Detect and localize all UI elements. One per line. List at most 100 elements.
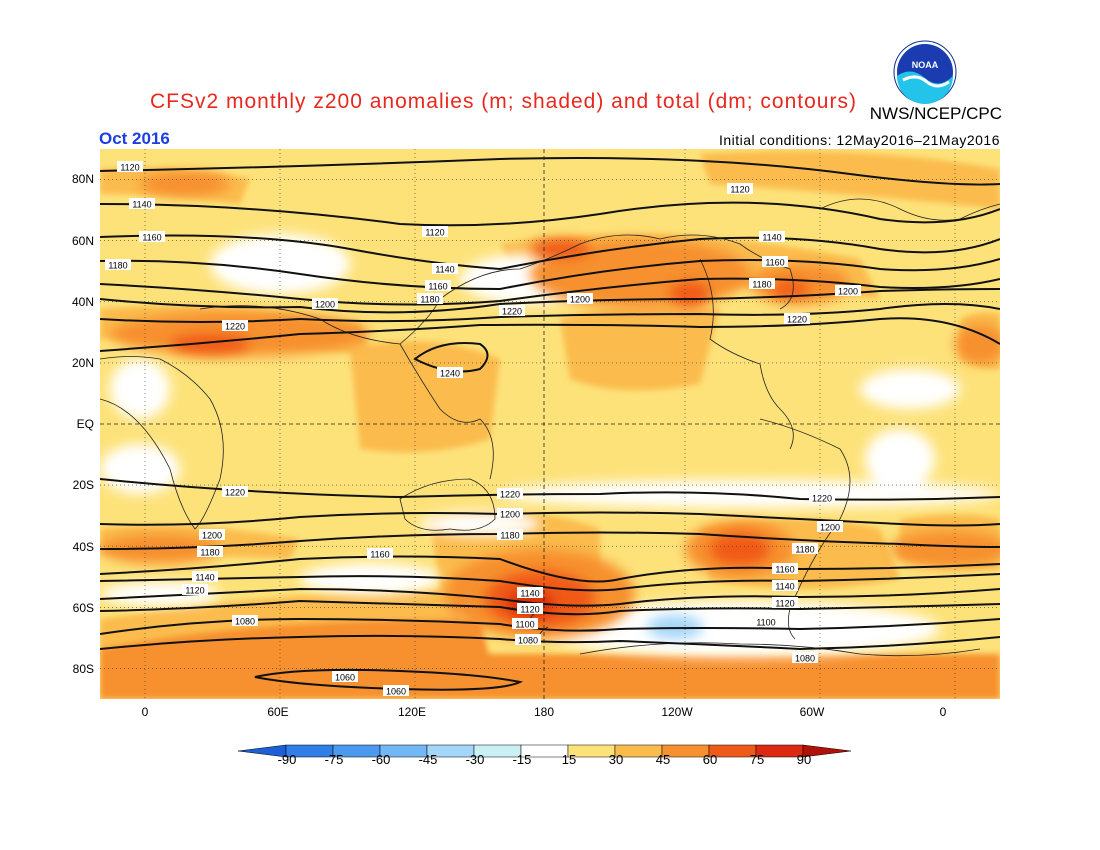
contour-label: 1100 — [753, 616, 779, 628]
colorbar — [238, 744, 852, 758]
contour-label: 1080 — [515, 634, 541, 646]
anomaly-map: 1120 1140 1160 1180 1120 1140 1160 1180 1200 1220… — [100, 149, 1000, 699]
contour-label: 1220 — [222, 486, 248, 498]
contour-labels: 1120 1140 1160 1180 1120 1140 1160 1180 1200 1220… — [105, 161, 861, 697]
svg-text:1100: 1100 — [515, 620, 534, 630]
contour-label: 1160 — [425, 280, 451, 292]
svg-text:1080: 1080 — [795, 654, 815, 664]
agency-label: NWS/NCEP/CPC — [869, 104, 1002, 123]
contour-label: 1060 — [383, 685, 409, 697]
contour-label: 1140 — [192, 571, 218, 583]
lat-label: 60N — [71, 234, 94, 248]
svg-text:1220: 1220 — [225, 488, 245, 498]
svg-text:1200: 1200 — [202, 531, 222, 541]
contour-label: 1200 — [497, 508, 523, 520]
svg-text:1120: 1120 — [730, 185, 749, 195]
svg-text:1060: 1060 — [335, 673, 355, 683]
contour-label: 1120 — [422, 226, 448, 238]
svg-text:1180: 1180 — [500, 531, 519, 541]
lon-label: 120W — [661, 705, 693, 719]
colorbar-label: -75 — [324, 752, 344, 767]
colorbar-high-arrow — [802, 744, 852, 758]
svg-text:1140: 1140 — [195, 573, 214, 583]
contour-label: 1180 — [749, 278, 775, 290]
svg-text:1120: 1120 — [120, 163, 139, 173]
contour-label: 1180 — [497, 529, 523, 541]
contour-label: 1200 — [312, 298, 338, 310]
contour-label: 1220 — [809, 492, 835, 504]
svg-text:1220: 1220 — [225, 322, 245, 332]
noaa-logo-icon: NOAA — [893, 40, 957, 104]
contour-label: 1220 — [222, 320, 248, 332]
svg-text:1060: 1060 — [386, 687, 406, 697]
svg-text:1120: 1120 — [425, 228, 444, 238]
chart-title: CFSv2 monthly z200 anomalies (m; shaded)… — [150, 90, 857, 113]
lat-label: 80S — [72, 662, 94, 676]
svg-text:1220: 1220 — [787, 315, 807, 325]
colorbar-label: -30 — [465, 752, 485, 767]
svg-text:1140: 1140 — [762, 233, 781, 243]
contour-label: 1200 — [567, 293, 593, 305]
lon-label: 60E — [267, 705, 289, 719]
contour-label: 1160 — [762, 256, 788, 268]
forecast-month: Oct 2016 — [99, 129, 170, 148]
lat-label: EQ — [76, 417, 94, 431]
contour-label: 1220 — [784, 313, 810, 325]
svg-text:1220: 1220 — [500, 490, 520, 500]
contour-label: 1060 — [332, 671, 358, 683]
svg-text:1160: 1160 — [765, 258, 784, 268]
contour-label: 1160 — [367, 548, 393, 560]
contour-label: 1120 — [117, 161, 143, 173]
contour-label: 1140 — [759, 231, 785, 243]
contour-label: 1120 — [517, 603, 543, 615]
svg-text:1220: 1220 — [502, 307, 522, 317]
contour-label: 1100 — [512, 618, 538, 630]
contour-label: 1180 — [792, 543, 818, 555]
contour-label: 1200 — [817, 521, 843, 533]
contour-label: 1140 — [432, 263, 458, 275]
colorbar-label: 30 — [608, 752, 624, 767]
lat-label: 40N — [71, 295, 94, 309]
svg-text:1140: 1140 — [775, 582, 794, 592]
svg-text:1200: 1200 — [570, 295, 590, 305]
lat-label: 20S — [72, 478, 94, 492]
height-contours — [100, 157, 1000, 691]
colorbar-label: -90 — [277, 752, 297, 767]
contour-label: 1160 — [139, 231, 165, 243]
svg-text:1200: 1200 — [838, 287, 858, 297]
svg-text:1100: 1100 — [756, 618, 775, 628]
equator-dateline — [100, 149, 1000, 699]
colorbar-label: 15 — [561, 752, 577, 767]
svg-text:1200: 1200 — [315, 300, 335, 310]
svg-text:1160: 1160 — [142, 233, 161, 243]
contour-label: 1080 — [792, 652, 818, 664]
lat-label: 20N — [71, 356, 94, 370]
lon-label: 0 — [141, 705, 149, 719]
colorbar-label: -60 — [371, 752, 391, 767]
lon-label: 0 — [939, 705, 947, 719]
svg-text:1120: 1120 — [185, 586, 204, 596]
svg-text:1160: 1160 — [428, 282, 447, 292]
svg-text:1120: 1120 — [520, 605, 539, 615]
svg-text:1140: 1140 — [520, 589, 539, 599]
contour-label: 1120 — [727, 183, 753, 195]
contour-label: 1120 — [772, 597, 798, 609]
svg-text:1180: 1180 — [795, 545, 814, 555]
contour-label: 1180 — [197, 546, 223, 558]
colorbar-label: -15 — [512, 752, 532, 767]
colorbar-label: 45 — [655, 752, 671, 767]
svg-text:1180: 1180 — [108, 261, 127, 271]
contour-label: 1140 — [772, 580, 798, 592]
svg-text:1200: 1200 — [500, 510, 520, 520]
contour-label: 1120 — [182, 584, 208, 596]
svg-text:1180: 1180 — [420, 295, 439, 305]
colorbar-label: 90 — [796, 752, 812, 767]
svg-text:1120: 1120 — [775, 599, 794, 609]
lat-label: 40S — [72, 540, 94, 554]
contour-label: 1200 — [835, 285, 861, 297]
svg-text:1240: 1240 — [440, 369, 460, 379]
lon-label: 60W — [799, 705, 825, 719]
contour-label: 1180 — [105, 259, 131, 271]
contour-label: 1180 — [417, 293, 443, 305]
svg-text:1140: 1140 — [132, 200, 151, 210]
